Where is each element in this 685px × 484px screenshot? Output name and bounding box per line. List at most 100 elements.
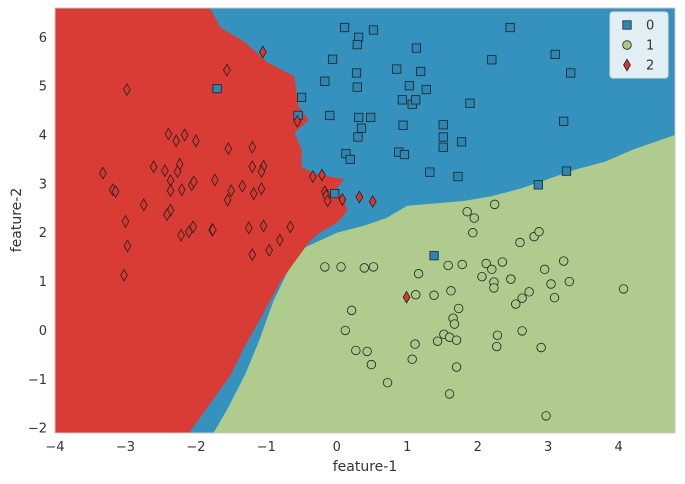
data-point-class-0	[212, 84, 222, 94]
data-point-class-1	[492, 330, 503, 340]
data-point-class-2	[368, 194, 377, 209]
legend-marker-class-1	[622, 40, 632, 50]
y-axis-label: feature-2	[9, 188, 25, 253]
data-point-class-1	[515, 237, 525, 248]
data-point-class-0	[320, 76, 330, 86]
data-point-class-2	[323, 194, 332, 208]
decision-regions	[55, 8, 675, 433]
data-point-class-2	[149, 160, 158, 174]
x-axis-ticks: −4 −3 −2 −1 0 1 2 3 4	[45, 440, 622, 455]
legend-box	[609, 11, 669, 79]
x-tick-label: −1	[257, 440, 276, 455]
data-point-class-1	[451, 362, 462, 372]
data-point-class-2	[308, 169, 317, 184]
y-tick-label: 3	[39, 177, 47, 192]
data-point-class-0	[398, 120, 408, 130]
data-point-class-1	[469, 213, 479, 223]
data-point-class-1	[511, 299, 521, 309]
data-point-class-2	[293, 114, 302, 128]
data-point-class-0	[411, 43, 422, 53]
data-point-class-0	[453, 171, 463, 182]
legend: 0 1 2	[609, 11, 669, 79]
data-point-class-1	[546, 279, 556, 289]
y-tick-label: −1	[28, 373, 47, 388]
data-point-class-2	[248, 140, 257, 154]
data-point-class-0	[416, 66, 426, 77]
data-point-class-0	[550, 49, 560, 60]
data-point-class-1	[446, 286, 456, 296]
data-point-class-1	[492, 341, 502, 352]
data-point-class-0	[438, 132, 448, 142]
data-point-class-1	[368, 262, 379, 272]
data-point-class-1	[346, 305, 357, 316]
legend-label-class-2: 2	[646, 59, 654, 74]
data-point-class-1	[618, 284, 629, 294]
data-point-class-1	[429, 290, 439, 300]
data-point-class-1	[432, 336, 443, 346]
data-point-class-2	[402, 290, 411, 304]
y-tick-label: 1	[39, 275, 47, 290]
data-point-class-2	[172, 134, 181, 148]
scatter-points	[99, 22, 629, 421]
data-point-class-1	[351, 345, 361, 356]
data-point-class-2	[122, 82, 131, 97]
y-tick-label: −2	[28, 422, 47, 437]
data-point-class-0	[411, 95, 421, 105]
legend-label-class-1: 1	[646, 39, 654, 54]
region-class-1	[213, 135, 675, 433]
x-tick-label: −4	[45, 440, 64, 455]
data-point-class-0	[330, 189, 340, 199]
data-point-class-2	[189, 220, 197, 234]
data-point-class-1	[443, 260, 453, 271]
data-point-class-1	[549, 292, 560, 303]
data-point-class-1	[340, 325, 350, 336]
data-point-class-1	[564, 276, 575, 287]
data-point-class-0	[368, 25, 379, 35]
data-point-class-0	[456, 137, 467, 147]
data-point-class-0	[397, 95, 407, 105]
data-point-class-0	[559, 116, 569, 126]
data-point-class-1	[477, 271, 487, 282]
data-point-class-1	[558, 256, 569, 266]
data-point-class-1	[506, 274, 516, 284]
data-point-class-1	[487, 264, 497, 275]
data-point-class-1	[489, 283, 499, 293]
data-point-class-0	[425, 167, 435, 177]
data-point-class-2	[166, 184, 175, 198]
data-point-class-1	[449, 319, 460, 329]
region-class-2	[55, 8, 348, 433]
plot-frame	[54, 7, 676, 434]
data-point-class-1	[541, 411, 551, 421]
legend-marker-class-0	[622, 20, 632, 30]
data-point-class-0	[352, 82, 362, 92]
data-point-class-2	[139, 198, 148, 212]
x-tick-label: 4	[614, 440, 622, 455]
data-point-class-1	[407, 354, 417, 364]
data-point-class-0	[353, 132, 363, 142]
data-point-class-1	[517, 293, 527, 303]
x-tick-label: −3	[116, 440, 135, 455]
data-point-class-0	[404, 81, 414, 91]
data-point-class-2	[227, 184, 236, 198]
data-point-class-2	[355, 190, 364, 204]
legend-label-class-0: 0	[646, 19, 654, 34]
data-point-class-2	[208, 223, 217, 237]
data-point-class-2	[121, 214, 130, 229]
data-point-class-0	[429, 251, 439, 261]
data-point-class-2	[223, 63, 231, 77]
data-point-class-2	[223, 193, 232, 207]
data-point-class-0	[327, 54, 338, 64]
data-point-class-1	[536, 342, 546, 353]
data-point-class-2	[189, 175, 198, 189]
data-point-class-1	[462, 207, 472, 217]
data-point-class-0	[392, 64, 402, 74]
data-point-class-0	[465, 98, 475, 108]
data-point-class-0	[354, 112, 364, 123]
x-tick-label: 2	[474, 440, 482, 455]
data-point-class-2	[286, 220, 295, 234]
data-point-class-2	[257, 182, 266, 196]
data-point-class-1	[410, 339, 420, 349]
x-tick-label: 3	[544, 440, 552, 455]
data-point-class-1	[539, 264, 550, 275]
data-point-class-2	[338, 192, 347, 207]
